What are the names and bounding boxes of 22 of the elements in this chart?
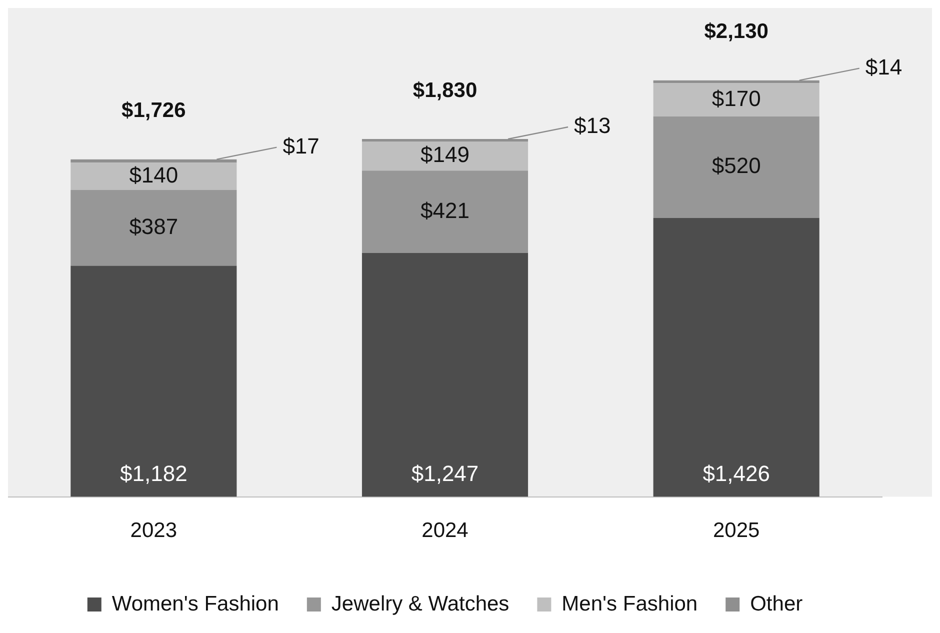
data-label: $140 [129, 162, 178, 188]
data-label: $387 [129, 214, 178, 239]
legend-label: Other [750, 592, 803, 616]
data-label: $13 [574, 113, 611, 138]
data-label: $1,182 [120, 460, 188, 486]
x-tick-label: 2025 [712, 519, 760, 542]
legend-label: Women's Fashion [112, 592, 279, 616]
total-label: $1,726 [122, 99, 186, 122]
data-label: $1,247 [411, 460, 479, 486]
legend-label: Jewelry & Watches [331, 592, 510, 616]
total-label: $1,830 [412, 78, 478, 102]
data-label: $520 [712, 153, 761, 178]
data-label: $421 [420, 198, 470, 223]
data-label: $149 [420, 142, 470, 168]
legend-label: Men's Fashion [562, 592, 698, 616]
x-tick-label: 2024 [422, 519, 469, 542]
data-label: $1,426 [702, 460, 770, 486]
total-label: $2,130 [704, 20, 768, 44]
data-label: $14 [865, 54, 902, 80]
data-label: $17 [282, 133, 320, 158]
data-label: $170 [712, 86, 761, 111]
x-tick-label: 2023 [130, 519, 178, 542]
